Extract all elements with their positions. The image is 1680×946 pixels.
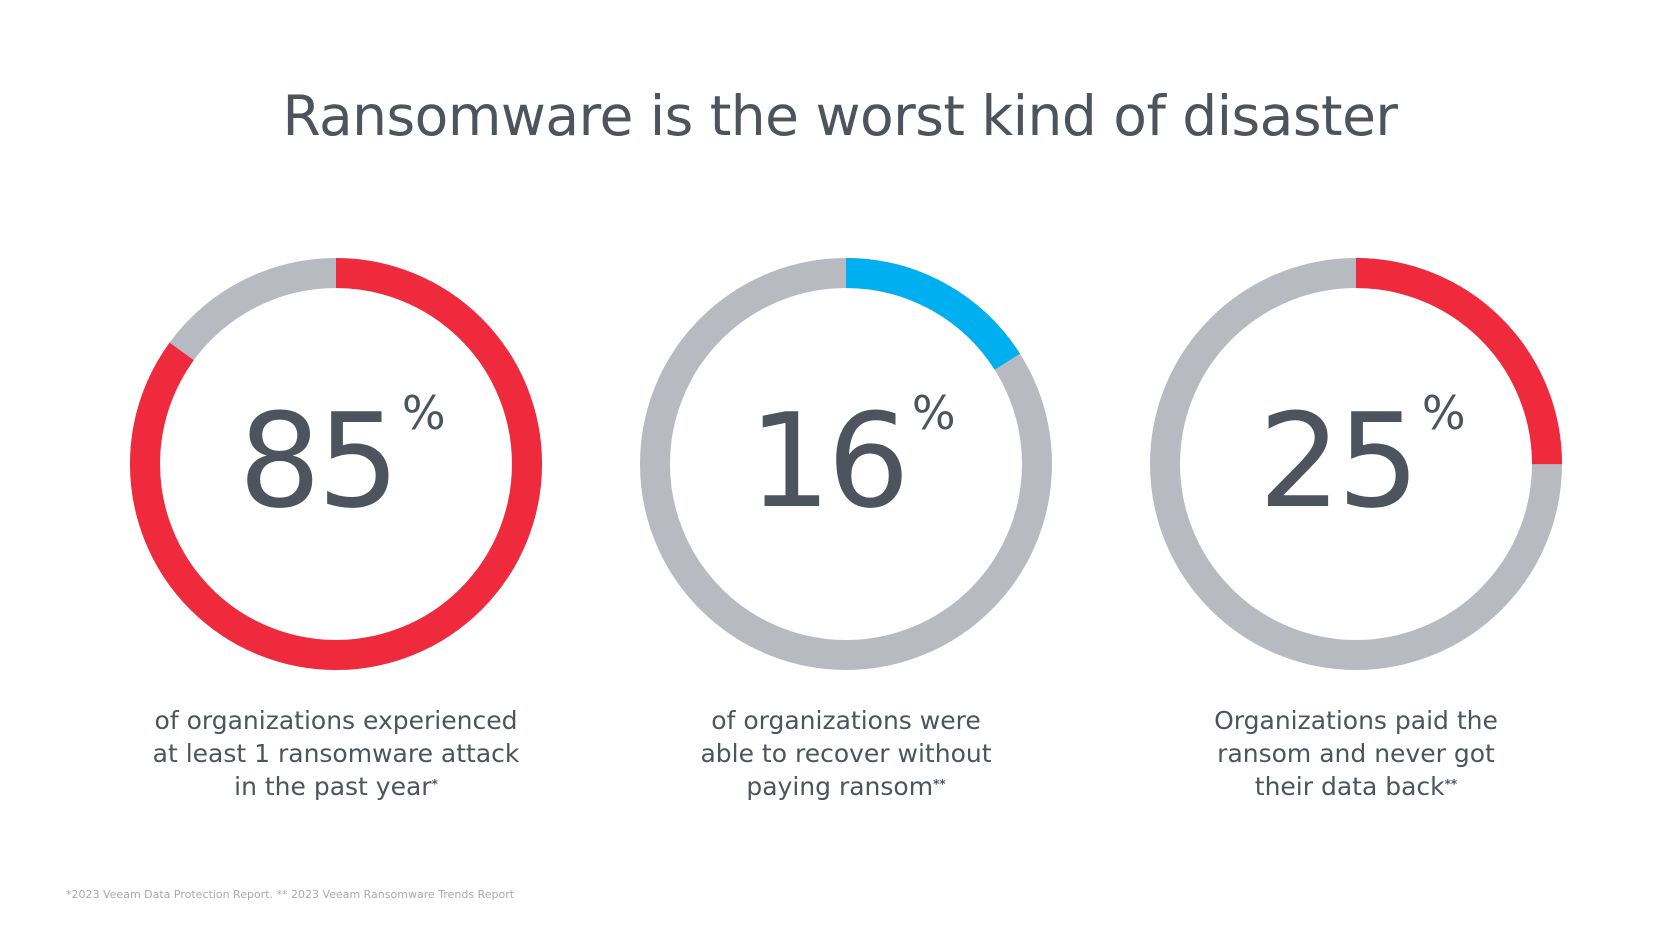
caption-line: of organizations were [711,706,981,735]
stat-number: 85 [238,385,399,537]
percent-sign: % [911,386,956,440]
caption-line: in the past year [234,772,432,801]
page-title: Ransomware is the worst kind of disaster [282,84,1398,148]
stat-chart-1: 85% of organizations experienced at leas… [106,258,566,818]
caption-line: paying ransom [746,772,934,801]
donut-chart-3 [1150,258,1562,670]
donut-value-arc [1150,258,1562,670]
stat-number: 25 [1258,385,1419,537]
percent-sign: % [401,386,446,440]
stat-chart-3: 25% Organizations paid the ransom and ne… [1126,258,1586,818]
footnote-mark: ** [1444,777,1458,791]
donut-value-arc [640,258,1052,670]
caption-line: at least 1 ransomware attack [152,739,520,768]
caption-line: ransom and never got [1217,739,1495,768]
stat-caption: of organizations experienced at least 1 … [106,704,566,803]
source-footnote: *2023 Veeam Data Protection Report. ** 2… [66,888,515,901]
caption-line: Organizations paid the [1214,706,1498,735]
donut-chart-2 [640,258,1052,670]
percent-sign: % [1421,386,1466,440]
stat-caption: Organizations paid the ransom and never … [1126,704,1586,803]
stat-chart-2: 16% of organizations were able to recove… [616,258,1076,818]
stat-number: 16 [748,385,909,537]
footnote-mark: * [431,777,438,791]
footnote-mark: ** [933,777,946,791]
donut-chart-1 [130,258,542,670]
caption-line: of organizations experienced [154,706,518,735]
stat-caption: of organizations were able to recover wi… [616,704,1076,803]
caption-line: their data back [1254,772,1445,801]
donut-value-arc [130,258,542,670]
stat-value: 25% [1126,366,1586,566]
caption-line: able to recover without [700,739,992,768]
stat-value: 85% [106,366,566,566]
stat-value: 16% [616,366,1076,566]
